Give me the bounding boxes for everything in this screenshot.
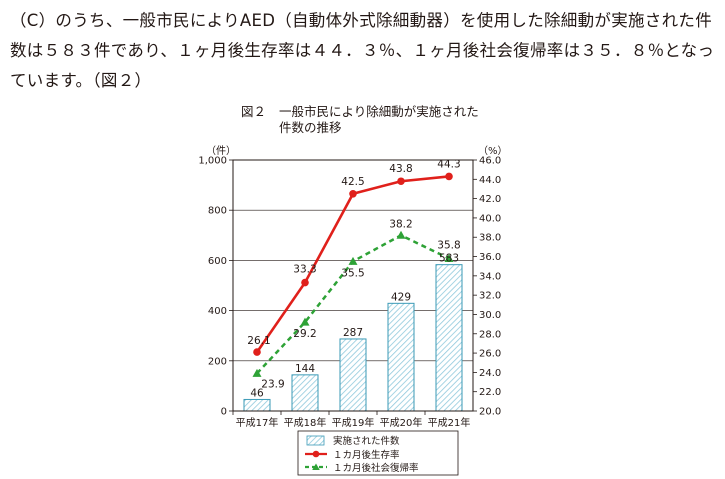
left-axis-unit: （件） <box>206 145 236 157</box>
legend-label-survival: １カ月後生存率 <box>333 449 400 461</box>
legend-label-social: １カ月後社会復帰率 <box>333 462 419 474</box>
category-label: 平成17年 <box>236 416 279 429</box>
social-return-label: 38.2 <box>389 218 412 230</box>
legend-bar-swatch <box>306 435 325 446</box>
count-bar <box>387 302 415 412</box>
right-tick-label: 36.0 <box>479 252 501 263</box>
right-tick-label: 20.0 <box>479 407 501 418</box>
figure-title-line-2: 件数の推移 <box>279 120 342 135</box>
paragraph-line-2: 数は５８３件であり、１ヶ月後生存率は４４．３％、１ヶ月後社会復帰率は３５．８％と… <box>10 41 715 60</box>
left-tick-label: 800 <box>208 206 227 217</box>
count-bar-label: 287 <box>343 327 363 339</box>
right-tick-label: 32.0 <box>479 291 501 302</box>
social-return-label: 23.9 <box>261 378 284 390</box>
social-return-point <box>444 253 454 262</box>
survival-point <box>397 177 405 186</box>
body-paragraph: （C）のうち、一般市民によりAED（自動体外式除細動器）を使用した除細動が実施さ… <box>10 6 715 96</box>
right-tick-label: 22.0 <box>479 387 501 398</box>
count-bar-label: 46 <box>250 387 264 399</box>
category-label: 平成21年 <box>428 416 471 429</box>
social-return-point <box>396 230 406 239</box>
survival-label: 43.8 <box>389 163 412 175</box>
category-label: 平成20年 <box>380 416 423 429</box>
data-labels: 46 144 287 429 583 26.1 33.3 42.5 43.8 44.3 23.9 29… <box>247 158 460 399</box>
paragraph-line-3: ています。（図２） <box>10 71 152 90</box>
left-tick-label: 600 <box>208 256 227 267</box>
category-label: 平成18年 <box>284 416 327 429</box>
left-axis-ticks: 0 200 400 600 800 1,000 <box>198 156 233 418</box>
figure-title: 図２ 一般市民により除細動が実施された 件数の推移 <box>241 104 479 136</box>
social-return-point <box>348 256 358 265</box>
survival-point <box>253 348 261 356</box>
right-tick-label: 38.0 <box>479 233 501 244</box>
social-return-label: 35.5 <box>341 267 364 279</box>
category-labels: 平成17年 平成18年 平成19年 平成20年 平成21年 <box>232 411 471 429</box>
count-bar <box>291 374 319 412</box>
legend-social-marker <box>312 463 320 470</box>
count-bar-label: 144 <box>295 363 315 375</box>
count-bar-label: 583 <box>439 253 459 265</box>
plot-frame <box>232 159 474 412</box>
left-tick-label: 1,000 <box>198 156 227 167</box>
right-tick-label: 34.0 <box>479 271 501 282</box>
line-series <box>252 172 454 377</box>
survival-label: 26.1 <box>247 335 270 347</box>
right-tick-label: 40.0 <box>479 213 501 224</box>
survival-point <box>301 278 309 287</box>
left-tick-label: 0 <box>221 407 227 418</box>
figure-title-line-1: 一般市民により除細動が実施された <box>279 104 479 119</box>
axes <box>232 159 474 412</box>
social-return-point <box>252 368 262 377</box>
social-return-point <box>300 317 310 326</box>
count-bar <box>339 338 367 412</box>
right-tick-label: 30.0 <box>479 310 501 321</box>
left-tick-label: 200 <box>208 356 227 367</box>
legend-label-count: 実施された件数 <box>333 435 400 447</box>
right-axis-ticks: 20.0 22.0 24.0 26.0 28.0 30.0 32.0 34.0 36.0 38.0… <box>473 156 501 418</box>
count-bar-label: 429 <box>391 291 411 303</box>
survival-point <box>445 172 453 181</box>
paragraph-line-1: （C）のうち、一般市民によりAED（自動体外式除細動器）を使用した除細動が実施さ… <box>10 11 713 30</box>
survival-point <box>349 189 357 198</box>
figure-number: 図２ <box>241 104 267 119</box>
count-bar <box>435 264 463 412</box>
right-tick-label: 26.0 <box>479 349 501 360</box>
right-axis-unit: （%） <box>478 145 508 157</box>
right-tick-label: 28.0 <box>479 329 501 340</box>
category-label: 平成19年 <box>332 416 375 429</box>
right-tick-label: 24.0 <box>479 368 501 379</box>
right-tick-label: 42.0 <box>479 194 501 205</box>
right-tick-label: 46.0 <box>479 156 501 167</box>
legend-survival-marker <box>312 450 320 458</box>
count-bar <box>243 398 271 412</box>
legend: 実施された件数 １カ月後生存率 １カ月後社会復帰率 <box>297 430 459 476</box>
survival-label: 44.3 <box>437 158 460 170</box>
survival-label: 42.5 <box>341 176 364 188</box>
left-tick-label: 400 <box>208 306 227 317</box>
right-tick-label: 44.0 <box>479 175 501 186</box>
survival-label: 33.3 <box>293 264 316 276</box>
social-return-label: 29.2 <box>293 328 316 340</box>
social-return-label: 35.8 <box>437 239 460 251</box>
